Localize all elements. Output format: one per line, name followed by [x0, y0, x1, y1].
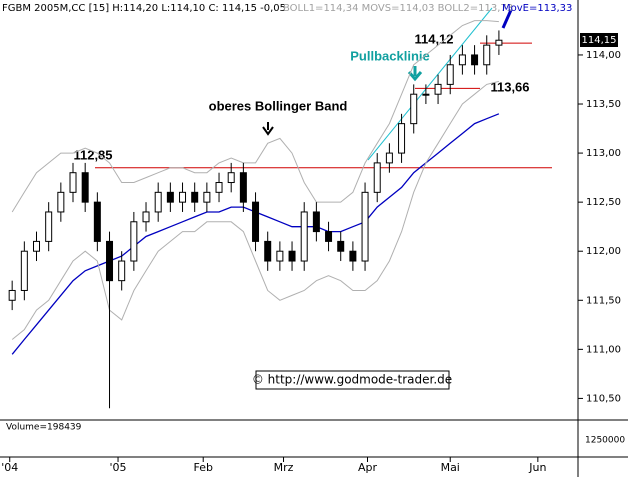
candle-body	[166, 191, 174, 203]
candle-body	[300, 211, 308, 262]
candle-body	[349, 250, 357, 262]
candle-body	[106, 240, 114, 282]
candle-body	[264, 240, 272, 262]
candle-body	[20, 250, 28, 291]
candle-body	[130, 221, 138, 262]
y-tick-label: 110,50	[586, 393, 621, 404]
x-tick-label: Mrz	[274, 461, 294, 474]
candle-body	[373, 162, 381, 193]
candle-body	[8, 289, 16, 301]
candle-body	[446, 64, 454, 85]
y-tick-label: 114,00	[586, 50, 621, 61]
candle-body	[398, 123, 406, 154]
header-bands: BOLL1=114,34 MOVS=114,03 BOLL2=113,73	[283, 3, 513, 14]
axis-panel	[578, 0, 628, 477]
candle-body	[191, 191, 199, 203]
candle-body	[215, 182, 223, 193]
overlay-line	[11, 80, 500, 340]
candle-body	[495, 39, 503, 46]
candle-body	[410, 93, 418, 125]
y-tick-label: 112,50	[586, 197, 621, 208]
annotation: oberes Bollinger Band	[209, 98, 348, 113]
annotation: Pullbacklinie	[350, 48, 429, 63]
candle-body	[361, 191, 369, 262]
candle-body	[179, 191, 187, 203]
y-tick-label: 113,50	[586, 99, 621, 110]
level-label: 114,12	[414, 31, 453, 46]
y-tick-label: 111,00	[586, 344, 621, 355]
candle-body	[203, 191, 211, 203]
candle-body	[337, 240, 345, 252]
candle-body	[33, 240, 41, 252]
copyright: © http://www.godmode-trader.de	[252, 373, 452, 387]
candle-body	[57, 191, 65, 213]
candle-body	[81, 172, 89, 203]
y-tick-label: 113,00	[586, 148, 621, 159]
candle-body	[69, 172, 77, 193]
last-price-box	[580, 33, 618, 47]
y-tick-label: 111,50	[586, 295, 621, 306]
overlay-line	[11, 20, 499, 213]
level-label: 113,66	[490, 79, 529, 94]
candle-body	[385, 152, 393, 164]
arrow	[262, 122, 274, 136]
candle-body	[422, 93, 430, 96]
candle-body	[458, 54, 466, 66]
candle-body	[434, 83, 442, 95]
last-price: 114,15	[582, 35, 617, 46]
candle-body	[45, 211, 53, 242]
level-label: 112,85	[73, 147, 112, 162]
x-tick-label: Mai	[441, 461, 460, 474]
candle-body	[239, 172, 247, 203]
candle-body	[312, 211, 320, 233]
candle-body	[483, 44, 491, 66]
copyright-box	[255, 370, 450, 390]
header-ma: MovE=113,33	[502, 3, 572, 14]
x-tick-label: Apr	[358, 461, 378, 474]
arrow	[501, 9, 513, 29]
candle-body	[154, 191, 162, 213]
candle-body	[93, 201, 101, 242]
volume-label: Volume=198439	[6, 423, 82, 433]
candle-body	[325, 231, 333, 242]
candle-body	[471, 54, 479, 66]
x-tick-label: '05	[110, 461, 127, 474]
volume-tick: 1250000	[585, 436, 625, 446]
header: FGBM 2005M,CC [15] H:114,20 L:114,10 C: …	[2, 3, 286, 14]
candle-body	[142, 211, 150, 223]
arrow	[407, 66, 423, 82]
candle-body	[227, 172, 235, 184]
y-tick-label: 112,00	[586, 246, 621, 257]
trend-line	[367, 7, 493, 161]
candle-body	[276, 250, 284, 262]
x-tick-label: Jun	[528, 461, 546, 474]
candle-body	[252, 201, 260, 242]
candle-body	[118, 260, 126, 282]
x-tick-label: Feb	[193, 461, 212, 474]
x-tick-label: '04	[1, 461, 18, 474]
candle-body	[288, 250, 296, 262]
